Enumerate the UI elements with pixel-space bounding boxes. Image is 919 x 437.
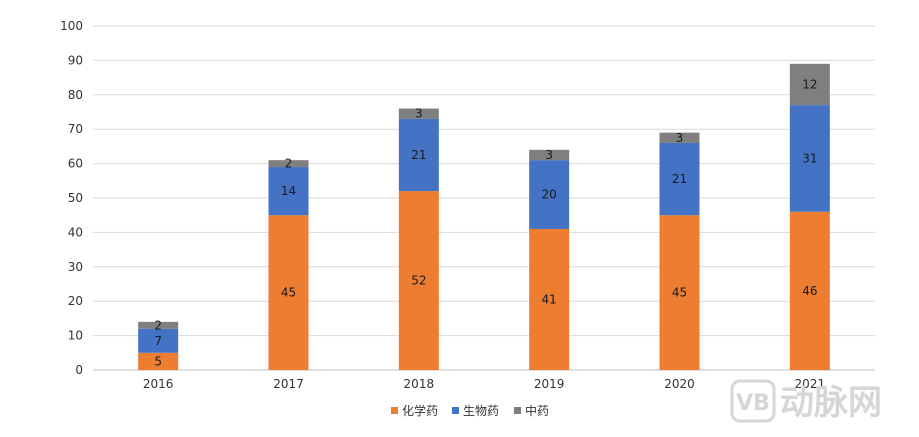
bar-segment <box>138 352 179 370</box>
data-label: 52 <box>411 274 426 288</box>
watermark-text: 动脉网 <box>780 383 882 423</box>
y-tick-label: 60 <box>68 157 83 171</box>
bar-segment <box>659 142 700 216</box>
bar-segment <box>398 108 439 119</box>
legend-swatch <box>514 407 521 414</box>
data-label: 21 <box>672 172 687 186</box>
watermark-logo-text: VB <box>736 391 770 416</box>
bar-segment <box>398 191 439 370</box>
data-label: 20 <box>542 188 557 202</box>
bar-segment <box>398 118 439 192</box>
bar-segment <box>789 105 830 212</box>
bar-segment <box>529 160 570 229</box>
legend-swatch <box>391 407 398 414</box>
legend: 化学药 生物药 中药 <box>391 403 549 418</box>
bar-segment <box>529 228 570 370</box>
bar-segment <box>138 321 179 329</box>
x-tick-label: 2021 <box>795 377 826 391</box>
watermark: VB 动脉网 <box>730 379 882 423</box>
bar-segment <box>789 63 830 106</box>
data-label: 14 <box>281 184 296 198</box>
data-label: 46 <box>802 284 817 298</box>
y-tick-label: 70 <box>68 122 83 136</box>
bar-segment <box>659 132 700 143</box>
x-tick-label: 2019 <box>534 377 565 391</box>
x-tick-label: 2017 <box>273 377 304 391</box>
data-label: 3 <box>676 131 684 145</box>
y-tick-label: 20 <box>68 294 83 308</box>
bar-segment <box>138 328 179 353</box>
legend-label: 化学药 <box>402 403 438 418</box>
y-tick-label: 90 <box>68 53 83 67</box>
x-axis-ticks: 2016 2017 2018 2019 2020 2021 <box>143 377 825 391</box>
bar-segment <box>529 149 570 161</box>
legend-swatch <box>452 407 459 414</box>
data-label: 12 <box>802 77 817 91</box>
bar-segment <box>268 160 309 168</box>
legend-label: 中药 <box>525 403 549 418</box>
y-tick-label: 0 <box>75 363 83 377</box>
x-tick-label: 2020 <box>664 377 695 391</box>
y-tick-label: 30 <box>68 260 83 274</box>
legend-label: 生物药 <box>463 404 499 418</box>
y-tick-label: 40 <box>68 225 83 239</box>
data-label: 31 <box>802 151 817 165</box>
bars: 5 7 2 45 14 2 52 21 3 41 20 3 45 21 3 46 31 12 <box>138 63 830 370</box>
y-tick-label: 50 <box>68 191 83 205</box>
data-label: 7 <box>154 334 162 348</box>
bar-segment <box>268 167 309 216</box>
y-axis-ticks: 0 10 20 30 40 50 60 70 80 90 100 <box>60 19 83 377</box>
bar-segment <box>789 211 830 370</box>
data-label: 41 <box>542 292 557 306</box>
y-tick-label: 100 <box>60 19 83 33</box>
bar-segment <box>659 215 700 370</box>
data-label: 2 <box>154 318 162 332</box>
data-label: 45 <box>281 286 296 300</box>
x-tick-label: 2016 <box>143 377 174 391</box>
data-label: 5 <box>154 354 162 368</box>
y-tick-label: 80 <box>68 88 83 102</box>
bar-segment <box>268 215 309 370</box>
watermark-logo-icon <box>730 379 776 423</box>
y-tick-label: 10 <box>68 329 83 343</box>
data-label: 3 <box>545 148 553 162</box>
x-tick-label: 2018 <box>404 377 435 391</box>
gridlines <box>93 25 875 371</box>
data-label: 2 <box>285 157 293 171</box>
data-label: 21 <box>411 148 426 162</box>
data-label: 3 <box>415 107 423 121</box>
data-label: 45 <box>672 286 687 300</box>
